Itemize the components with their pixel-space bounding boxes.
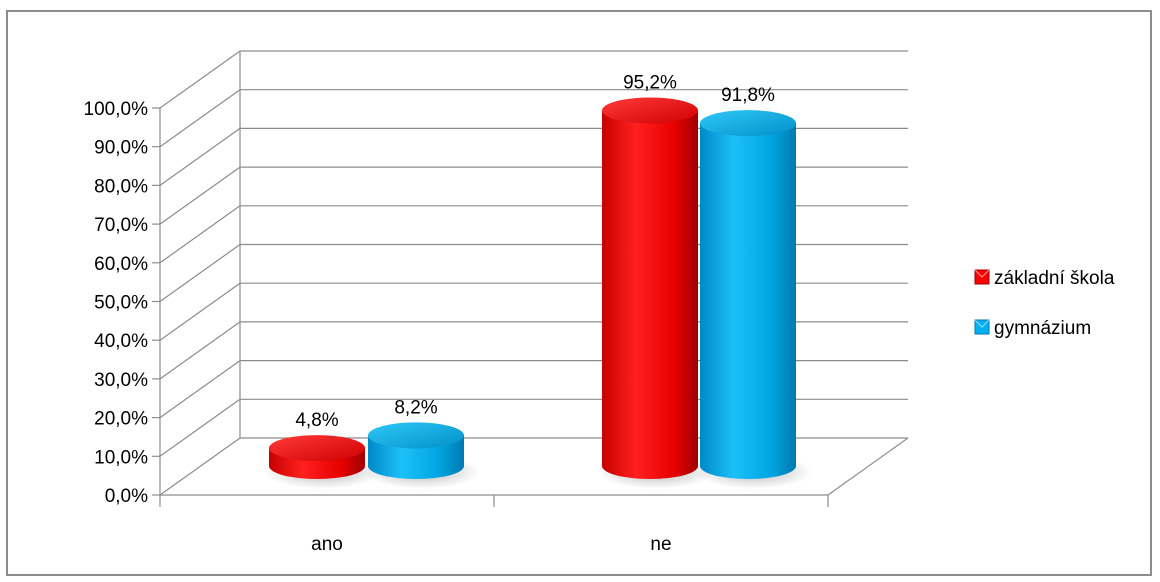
y-tick-label: 50,0% bbox=[94, 293, 148, 314]
x-category-label: ne bbox=[650, 534, 671, 555]
bar-cylinder-body bbox=[700, 123, 796, 480]
data-label: 8,2% bbox=[394, 397, 437, 418]
y-tick-label: 40,0% bbox=[94, 331, 148, 352]
side-wall-gridline bbox=[159, 321, 241, 380]
bar-cylinder-top bbox=[368, 422, 464, 449]
y-tick-label: 60,0% bbox=[94, 254, 148, 275]
data-label: 95,2% bbox=[623, 72, 677, 93]
side-wall-gridline bbox=[159, 282, 241, 341]
legend-label: gymnázium bbox=[994, 318, 1091, 339]
grid-layer bbox=[159, 50, 908, 496]
chart-frame bbox=[6, 10, 1152, 576]
x-category-label: ano bbox=[311, 534, 343, 555]
y-tick-label: 90,0% bbox=[94, 138, 148, 159]
side-wall-gridline bbox=[159, 89, 241, 148]
legend-item: gymnázium bbox=[974, 318, 1091, 339]
y-tick-label: 70,0% bbox=[94, 215, 148, 236]
bars-layer bbox=[265, 97, 812, 489]
legend-swatch-shine bbox=[974, 319, 990, 328]
y-tick-label: 30,0% bbox=[94, 370, 148, 391]
side-wall-gridline bbox=[159, 50, 241, 109]
legend-swatch-shine bbox=[974, 269, 990, 278]
labels-layer: 0,0% 10,0% 20,0% 30,0% 40,0% 50,0% 60,0% 70,0% 8… bbox=[84, 72, 775, 555]
side-wall-gridline bbox=[159, 205, 241, 264]
y-tick-label: 80,0% bbox=[94, 176, 148, 197]
legend: základní škola gymnázium bbox=[974, 268, 1115, 339]
y-tick-label: 20,0% bbox=[94, 409, 148, 430]
y-tick-label: 0,0% bbox=[105, 486, 148, 507]
bar-cylinder-top bbox=[602, 97, 698, 124]
data-label: 4,8% bbox=[295, 410, 338, 431]
axis-layer bbox=[152, 51, 909, 507]
legend-item: základní škola bbox=[974, 268, 1115, 289]
side-wall-gridline bbox=[159, 244, 241, 302]
bar-cylinder-top bbox=[269, 435, 365, 462]
legend-label: základní škola bbox=[994, 268, 1115, 289]
floor-right-edge bbox=[827, 437, 909, 496]
data-label: 91,8% bbox=[721, 85, 775, 106]
side-wall-gridline bbox=[159, 398, 241, 457]
side-wall-gridline bbox=[159, 360, 241, 419]
bar-cylinder-top bbox=[700, 110, 796, 137]
side-wall-gridline bbox=[159, 166, 241, 225]
y-tick-label: 10,0% bbox=[94, 447, 148, 468]
side-wall-gridline bbox=[159, 437, 241, 496]
side-wall-gridline bbox=[159, 127, 241, 186]
bar-cylinder-body bbox=[602, 110, 698, 480]
y-tick-label: 100,0% bbox=[84, 99, 149, 120]
